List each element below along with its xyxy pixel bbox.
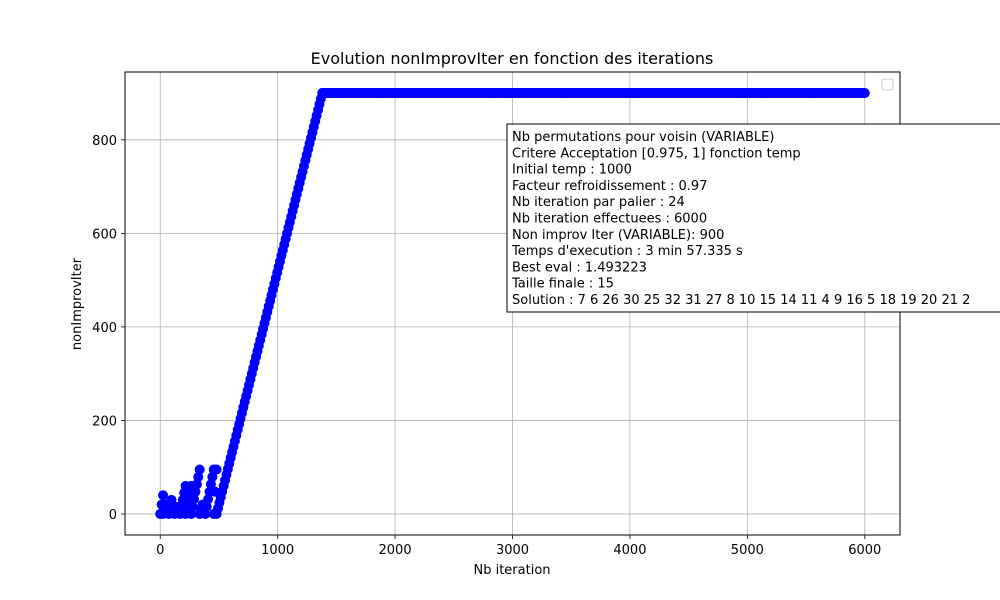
data-point <box>189 494 200 505</box>
data-point <box>201 501 212 512</box>
data-point <box>191 479 202 490</box>
data-point <box>187 501 198 512</box>
annotation-line: Nb iteration effectuees : 6000 <box>512 212 707 227</box>
data-point <box>193 471 204 482</box>
x-tick-label: 5000 <box>731 543 764 558</box>
data-point <box>859 88 870 99</box>
annotation-line: Critere Acceptation [0.975, 1] fonction … <box>512 146 801 161</box>
legend-box <box>881 78 894 91</box>
x-tick-label: 1000 <box>261 543 294 558</box>
data-point <box>203 494 214 505</box>
data-point <box>158 490 169 501</box>
annotation-line: Non improv Iter (VARIABLE): 900 <box>512 228 724 243</box>
data-point <box>211 464 222 475</box>
data-point <box>205 479 216 490</box>
chart-title: Evolution nonImprovIter en fonction des … <box>311 49 714 68</box>
y-tick-label: 400 <box>92 321 117 336</box>
y-tick-label: 600 <box>92 227 117 242</box>
y-tick-label: 200 <box>92 414 117 429</box>
data-point <box>194 464 205 475</box>
data-point <box>186 508 197 519</box>
y-axis-label: nonImprovIter <box>70 257 85 350</box>
x-tick-label: 4000 <box>613 543 646 558</box>
x-tick-label: 6000 <box>848 543 881 558</box>
x-tick-label: 3000 <box>496 543 529 558</box>
annotation-box: Nb permutations pour voisin (VARIABLE)Cr… <box>506 123 1000 313</box>
annotation-line: Taille finale : 15 <box>511 277 614 292</box>
annotation-line: Solution : 7 6 26 30 25 32 31 27 8 10 15… <box>512 293 970 308</box>
x-tick-label: 0 <box>156 543 164 558</box>
y-axis: 0 200 400 600 800 <box>92 134 125 523</box>
data-point <box>166 494 177 505</box>
y-tick-label: 0 <box>109 508 117 523</box>
annotation-line: Temps d'execution : 3 min 57.335 s <box>511 244 743 259</box>
data-points <box>155 88 870 519</box>
data-point <box>190 486 201 497</box>
x-axis-label: Nb iteration <box>473 563 550 578</box>
data-point <box>207 471 218 482</box>
annotation-line: Best eval : 1.493223 <box>512 260 647 275</box>
annotation-frame <box>506 123 1000 313</box>
annotation-line: Facteur refroidissement : 0.97 <box>512 179 707 194</box>
annotation-line: Nb permutations pour voisin (VARIABLE) <box>512 130 774 145</box>
y-tick-label: 800 <box>92 134 117 149</box>
x-axis: 0 1000 2000 3000 4000 5000 6000 <box>156 535 881 558</box>
annotation-line: Nb iteration par palier : 24 <box>512 195 685 210</box>
data-point <box>200 508 211 519</box>
x-tick-label: 2000 <box>379 543 412 558</box>
annotation-line: Initial temp : 1000 <box>512 163 632 178</box>
